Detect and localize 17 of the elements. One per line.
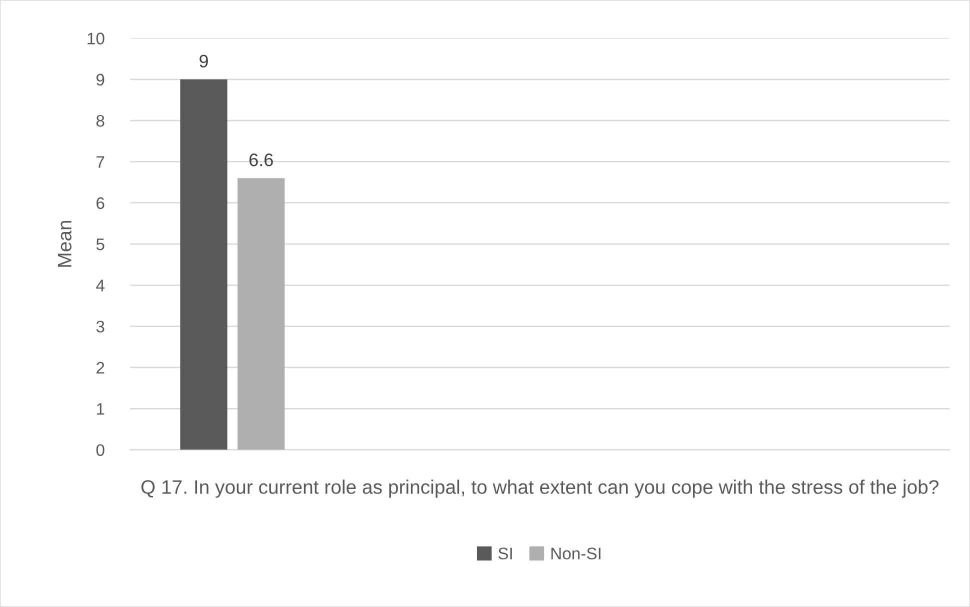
y-tick-label: 1 — [96, 403, 104, 415]
y-tick-label: 7 — [96, 156, 104, 168]
y-tick-label: 3 — [96, 320, 104, 333]
legend-label: Non-SI — [551, 548, 600, 560]
data-label: 6.6 — [249, 153, 273, 166]
y-axis-title: Mean — [58, 220, 72, 267]
y-tick-label: 5 — [96, 238, 104, 250]
legend-label: SI — [498, 548, 512, 560]
data-label: 9 — [200, 54, 208, 68]
y-tick-label: 6 — [96, 197, 104, 210]
y-tick-label: 2 — [96, 362, 104, 374]
y-tick-label: 8 — [96, 114, 104, 127]
y-tick-label: 0 — [96, 444, 104, 456]
y-tick-label: 9 — [96, 74, 104, 86]
x-axis-title: Q 17. In your current role as principal, to what extent can you cope with the stress of the job? — [141, 480, 938, 498]
y-tick-label: 4 — [96, 280, 104, 292]
y-tick-label: 10 — [88, 32, 104, 44]
